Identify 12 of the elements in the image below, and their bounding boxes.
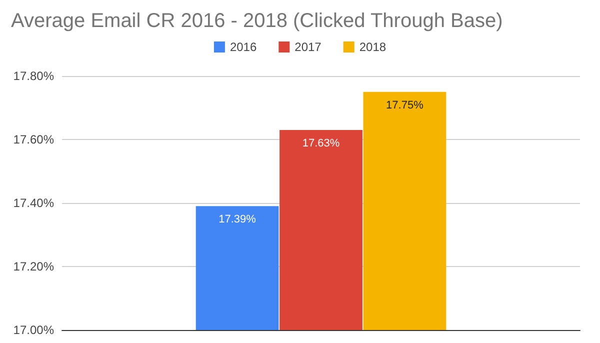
y-tick-label: 17.00% — [13, 323, 54, 337]
y-tick-label: 17.20% — [13, 260, 54, 274]
y-tick-label: 17.40% — [13, 196, 54, 210]
data-label: 17.39% — [218, 214, 256, 226]
chart-title: Average Email CR 2016 - 2018 (Clicked Through Base) — [11, 10, 503, 32]
legend-label: 2017 — [294, 40, 322, 54]
legend-label: 2016 — [230, 40, 257, 54]
data-label: 17.63% — [302, 137, 340, 150]
legend-label: 2018 — [359, 40, 386, 54]
y-tick-label: 17.80% — [13, 69, 54, 83]
data-label: 17.75% — [386, 99, 424, 112]
y-tick-label: 17.60% — [13, 132, 54, 146]
